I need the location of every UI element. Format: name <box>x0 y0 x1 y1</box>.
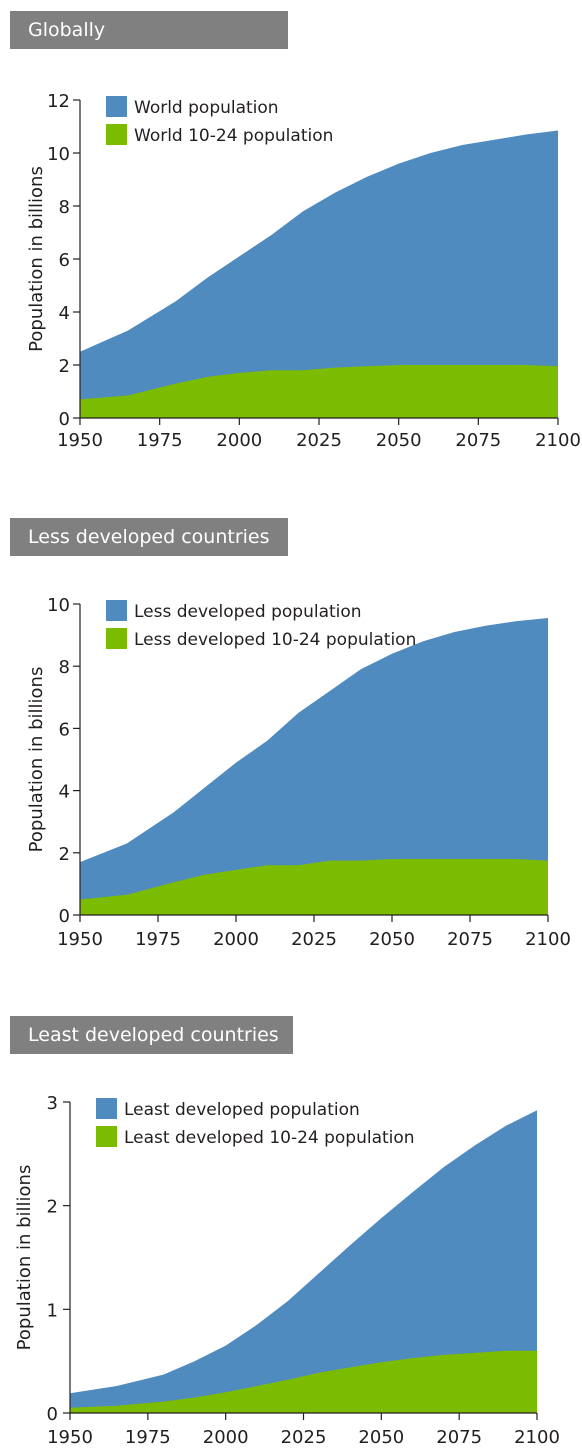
x-tick-label: 2050 <box>376 430 422 451</box>
y-tick-label: 8 <box>59 197 70 218</box>
legend-swatch-youth <box>96 1126 117 1147</box>
x-tick-label: 2100 <box>514 1427 560 1448</box>
x-tick-label: 1950 <box>57 929 103 950</box>
area-series-youth <box>70 1350 537 1413</box>
chart-globally: 0 2 4 6 8 10 12 1950 1975 2000 2025 2050 2075 2100 Pop… <box>26 91 581 451</box>
y-tick-label: 4 <box>59 303 70 324</box>
y-tick-label: 6 <box>59 719 70 740</box>
legend-label-youth: World 10-24 population <box>134 126 333 146</box>
y-tick-label: 2 <box>59 356 70 377</box>
area-series-youth <box>80 859 548 915</box>
y-tick-label: 6 <box>59 250 70 271</box>
area-series-total <box>80 618 548 915</box>
area-series-youth <box>80 365 558 418</box>
x-tick-label: 2025 <box>296 430 342 451</box>
legend-label-total: Least developed population <box>124 1100 360 1120</box>
x-tick-label: 1950 <box>57 430 103 451</box>
y-tick-label: 10 <box>47 595 70 616</box>
y-axis-title: Population in billions <box>26 166 47 352</box>
y-tick-label: 8 <box>59 657 70 678</box>
legend-label-youth: Less developed 10-24 population <box>134 630 416 650</box>
legend-swatch-youth <box>106 628 127 649</box>
y-tick-label: 0 <box>47 1404 58 1425</box>
x-tick-label: 2075 <box>436 1427 482 1448</box>
legend-label-total: Less developed population <box>134 602 362 622</box>
section-label-less-developed: Less developed countries <box>10 518 288 556</box>
x-tick-label: 2000 <box>213 929 259 950</box>
legend-swatch-total <box>96 1098 117 1119</box>
x-tick-label: 1950 <box>47 1427 93 1448</box>
y-tick-label: 2 <box>47 1197 58 1218</box>
legend-swatch-youth <box>106 124 127 145</box>
x-tick-label: 2000 <box>216 430 262 451</box>
y-tick-label: 12 <box>47 91 70 112</box>
y-tick-label: 0 <box>59 409 70 430</box>
x-tick-label: 2075 <box>447 929 493 950</box>
x-tick-label: 2000 <box>203 1427 249 1448</box>
y-tick-label: 0 <box>59 906 70 927</box>
x-tick-label: 2100 <box>525 929 571 950</box>
y-tick-label: 3 <box>47 1093 58 1114</box>
legend-label-total: World population <box>134 98 279 118</box>
x-tick-label: 2025 <box>291 929 337 950</box>
x-tick-label: 1975 <box>125 1427 171 1448</box>
x-tick-label: 2050 <box>358 1427 404 1448</box>
area-series-total <box>70 1110 537 1413</box>
y-tick-label: 2 <box>59 844 70 865</box>
y-tick-label: 10 <box>47 144 70 165</box>
x-tick-label: 2075 <box>455 430 501 451</box>
section-label-globally: Globally <box>10 11 288 49</box>
area-series-total <box>80 130 558 418</box>
legend-swatch-total <box>106 600 127 621</box>
x-tick-label: 2025 <box>281 1427 327 1448</box>
legend-swatch-total <box>106 96 127 117</box>
y-axis-title: Population in billions <box>14 1165 35 1351</box>
x-tick-label: 2100 <box>535 430 581 451</box>
y-axis-title: Population in billions <box>26 667 47 853</box>
x-tick-label: 2050 <box>369 929 415 950</box>
y-tick-label: 1 <box>47 1300 58 1321</box>
chart-less-developed: 0 2 4 6 8 10 1950 1975 2000 2025 2050 2075 2100 Popul… <box>26 595 571 950</box>
section-label-least-developed: Least developed countries <box>10 1016 293 1054</box>
x-tick-label: 1975 <box>137 430 183 451</box>
chart-least-developed: 0 1 2 3 1950 1975 2000 2025 2050 2075 2100 Populati… <box>14 1093 560 1448</box>
x-tick-label: 1975 <box>135 929 181 950</box>
legend-label-youth: Least developed 10-24 population <box>124 1128 415 1148</box>
y-tick-label: 4 <box>59 782 70 803</box>
